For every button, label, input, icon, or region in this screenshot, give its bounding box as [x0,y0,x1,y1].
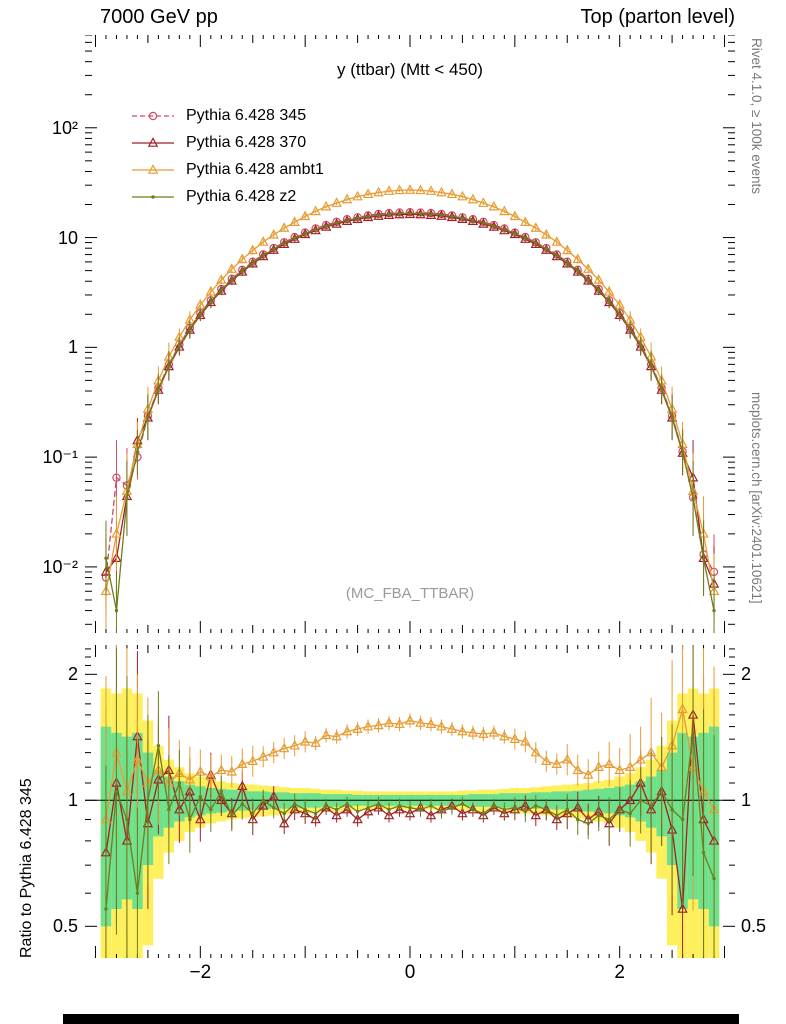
legend-label: Pythia 6.428 z2 [186,187,297,205]
ratio-series-pythia-6-428-z2 [104,645,716,958]
rivet-version-label: Rivet 4.1.0, ≥ 100k events [749,38,764,194]
main-series-pythia-6-428-370 [100,208,720,622]
x-tick-label: 2 [614,962,625,983]
legend-item: Pythia 6.428 345 [130,102,324,129]
ratio-uncertainty-bands [100,688,720,958]
main-series-pythia-6-428-345 [101,208,719,616]
ratio-y-tick-label-right: 2 [741,664,752,685]
ratio-y-tick-label-left: 2 [67,664,78,685]
legend-item: Pythia 6.428 z2 [130,183,324,210]
legend-label: Pythia 6.428 345 [186,106,307,124]
legend-label: Pythia 6.428 ambt1 [186,160,324,178]
beam-energy-label: 7000 GeV pp [100,6,218,28]
main-y-tick-label: 1 [67,337,78,358]
ratio-y-tick-label-right: 1 [741,790,752,811]
ratio-y-tick-label-left: 1 [67,790,78,811]
analysis-watermark: (MC_FBA_TTBAR) [345,585,475,602]
main-series-pythia-6-428-ambt1 [100,184,720,629]
bottom-bar [63,1014,739,1024]
main-y-tick-label: 10⁻¹ [42,447,78,468]
legend-marker-z2 [132,194,174,199]
main-y-axis-ticks [85,35,735,625]
ratio-y-tick-label-right: 0.5 [741,916,767,937]
legend-marker-370 [132,136,174,147]
ratio-plot [85,645,735,958]
main-series-pythia-6-428-z2 [104,211,716,633]
ratio-y-tick-label-left: 0.5 [52,916,78,937]
ratio-series-pythia-6-428-ambt1 [100,645,720,958]
plot-title: y (ttbar) (Mtt < 450) [337,60,483,79]
main-y-tick-label: 10 [57,227,78,248]
main-y-tick-label: 10² [51,117,78,138]
process-label: Top (parton level) [580,6,735,28]
legend: Pythia 6.428 345 Pythia 6.428 370 Pythia… [130,102,324,210]
main-y-tick-label: 10⁻² [42,556,78,577]
legend-label: Pythia 6.428 370 [186,133,307,151]
mcplots-attribution-label: mcplots.cern.ch [arXiv:2401.10621] [749,392,764,604]
legend-item: Pythia 6.428 370 [130,129,324,156]
legend-item: Pythia 6.428 ambt1 [130,156,324,183]
x-tick-label: 0 [404,962,416,983]
legend-marker-345 [132,111,174,120]
x-tick-label: −2 [189,962,212,983]
legend-marker-ambt1 [132,163,174,174]
main-plot [85,35,735,633]
